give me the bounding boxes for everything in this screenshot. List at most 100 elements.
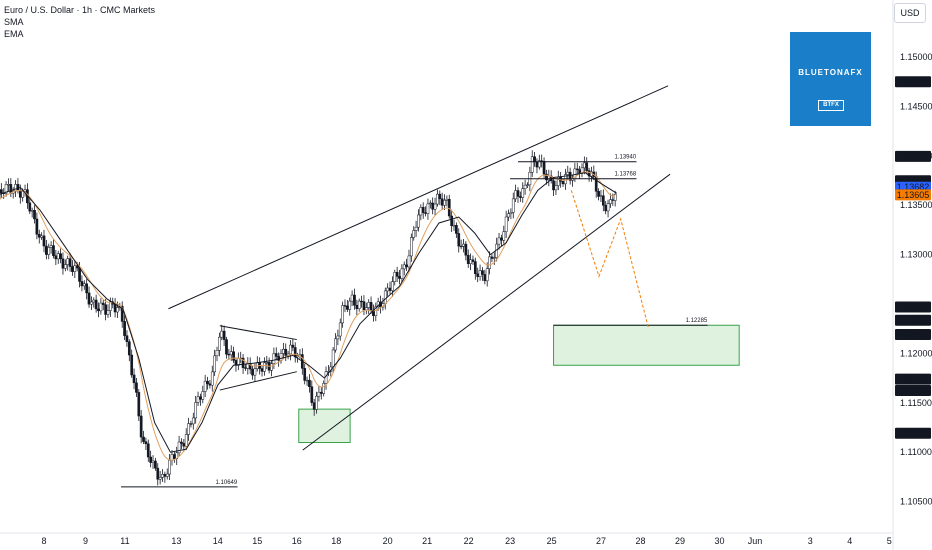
candle-up	[218, 336, 221, 351]
logo-wordmark: BLUETONAFX	[798, 68, 863, 77]
candle-down	[405, 264, 408, 268]
ema-indicator-label[interactable]: EMA	[4, 29, 24, 39]
x-tick-label: 23	[505, 536, 515, 546]
x-tick-label: 29	[675, 536, 685, 546]
projection-path	[570, 190, 649, 328]
price-label-box	[895, 373, 931, 385]
candle-up	[426, 203, 430, 214]
price-label-box	[895, 427, 931, 439]
y-tick-label: 1.10500	[900, 497, 932, 507]
candle-up	[82, 283, 86, 287]
candle-down	[291, 344, 295, 348]
candle-down	[182, 443, 186, 447]
candle-up	[334, 338, 337, 351]
candle-down	[355, 304, 359, 310]
level-label: 1.10649	[216, 480, 238, 486]
symbol-title[interactable]: Euro / U.S. Dollar · 1h · CMC Markets	[4, 5, 156, 15]
candle-down	[142, 436, 145, 442]
x-tick-label: 3	[808, 536, 813, 546]
currency-button[interactable]: USD	[894, 3, 926, 23]
candle-up	[492, 257, 496, 259]
candle-down	[0, 189, 3, 194]
candle-down	[438, 193, 442, 200]
candle-up	[7, 184, 10, 186]
price-label: 1.13748	[897, 176, 930, 186]
candle-up	[566, 171, 570, 175]
candle-up	[90, 301, 93, 305]
candle-up	[196, 396, 200, 403]
price-label-box	[895, 384, 931, 396]
candle-down	[561, 181, 565, 185]
candle-down	[227, 353, 231, 356]
candle-up	[73, 265, 77, 272]
candle-up	[40, 235, 43, 238]
sma-indicator-label[interactable]: SMA	[4, 17, 24, 27]
candle-up	[322, 383, 326, 394]
candle-down	[457, 233, 461, 247]
candle-down	[113, 303, 117, 313]
candle-down	[455, 225, 458, 234]
candle-up	[521, 188, 525, 198]
candle-up	[414, 226, 418, 231]
candle-down	[189, 423, 193, 425]
candle-up	[151, 460, 155, 463]
candle-up	[599, 195, 603, 197]
candle-down	[447, 198, 451, 217]
candle-down	[180, 441, 183, 444]
x-tick-label: Jun	[748, 536, 763, 546]
candle-up	[253, 368, 257, 376]
candle-down	[9, 184, 13, 194]
price-label-box	[895, 314, 931, 326]
candle-up	[161, 474, 164, 478]
candle-down	[312, 402, 316, 410]
candle-down	[16, 184, 20, 191]
price-label-box	[895, 301, 931, 313]
candle-up	[187, 423, 190, 435]
candle-up	[452, 225, 456, 227]
candle-down	[319, 391, 323, 394]
candle-down	[101, 302, 105, 305]
candle-down	[85, 283, 89, 294]
candle-down	[604, 205, 608, 212]
x-tick-label: 8	[41, 536, 46, 546]
candle-up	[338, 322, 342, 337]
candle-up	[530, 156, 534, 173]
candle-up	[331, 349, 335, 368]
candle-down	[149, 456, 153, 463]
x-tick-label: 5	[887, 536, 892, 546]
candle-down	[535, 161, 539, 168]
candle-down	[464, 243, 468, 256]
price-label-box	[895, 329, 931, 341]
candle-down	[78, 267, 81, 282]
candle-up	[116, 307, 119, 313]
sma-line	[0, 172, 618, 453]
candle-down	[68, 258, 72, 267]
candle-up	[386, 287, 389, 292]
level-label: 1.13940	[615, 155, 637, 161]
candle-down	[45, 245, 48, 255]
brand-logo: BLUETONAFX BTFX	[790, 32, 871, 126]
candle-down	[156, 467, 160, 480]
candle-up	[526, 184, 529, 186]
candle-up	[367, 302, 371, 308]
y-tick-label: 1.13000	[900, 250, 932, 260]
candle-down	[431, 202, 435, 210]
candle-down	[542, 160, 546, 175]
candle-down	[450, 215, 453, 227]
ema-line	[0, 171, 616, 461]
candle-up	[433, 203, 437, 210]
candle-down	[206, 380, 209, 385]
candle-down	[97, 308, 100, 312]
demand-zone	[298, 408, 351, 444]
candle-down	[59, 253, 62, 260]
candle-down	[552, 180, 555, 191]
candle-down	[424, 212, 427, 214]
price-label: 1.11739	[897, 374, 929, 384]
y-tick-label: 1.12000	[900, 348, 932, 358]
candle-down	[611, 199, 615, 201]
candle-up	[289, 344, 292, 355]
candle-up	[402, 264, 406, 270]
candle-up	[66, 258, 70, 265]
candle-down	[163, 474, 167, 477]
